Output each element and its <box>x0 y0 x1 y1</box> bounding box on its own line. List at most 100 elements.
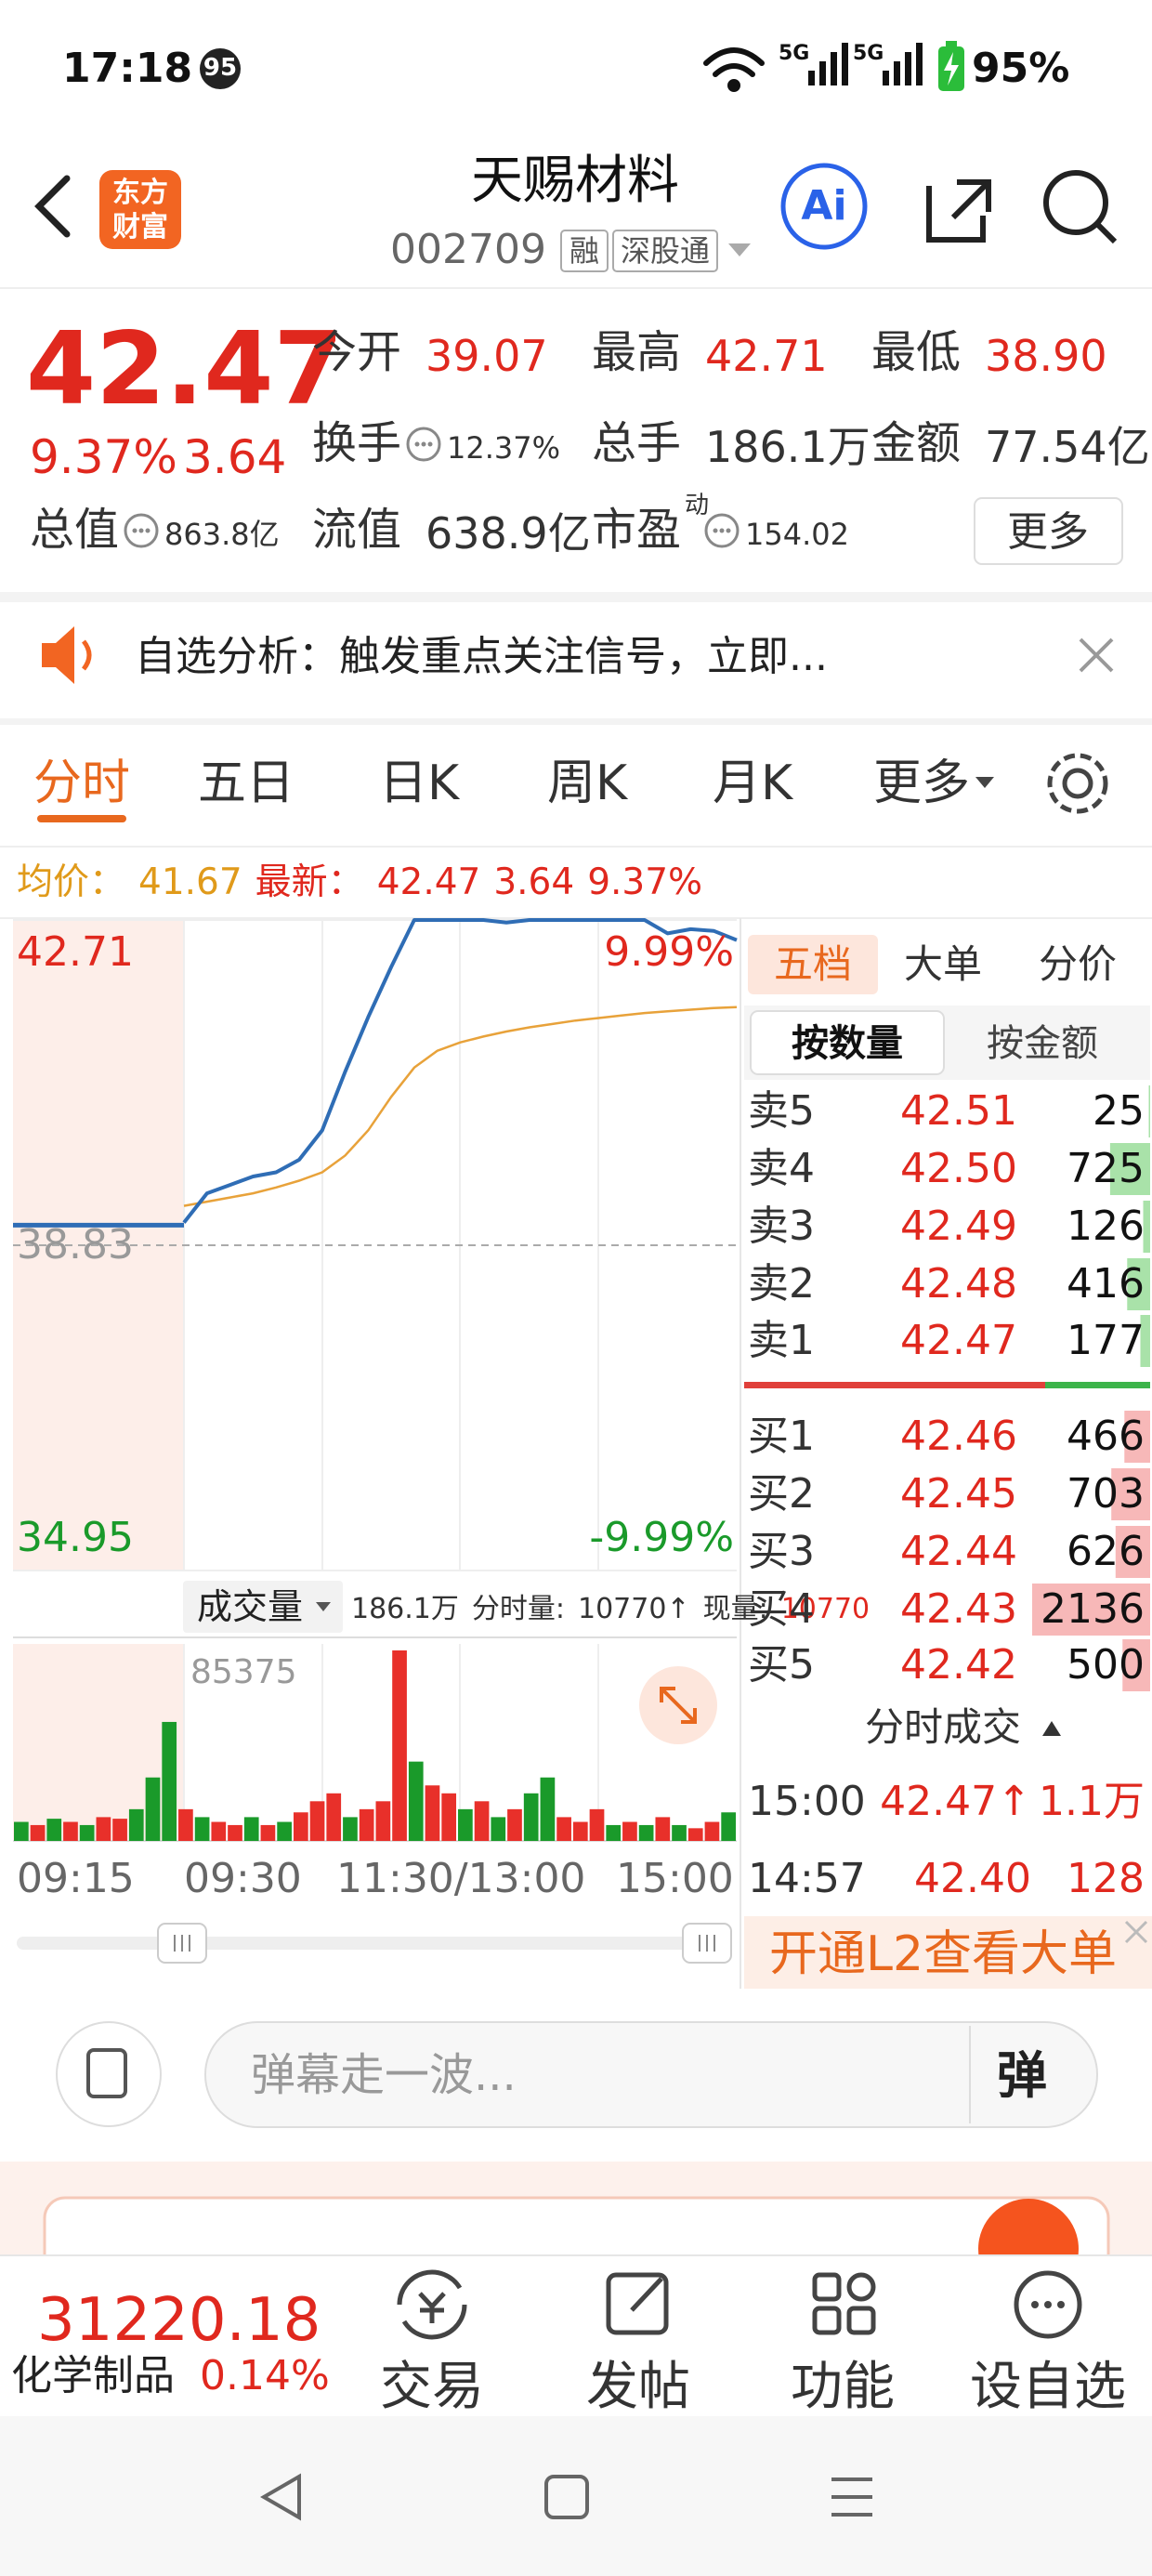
y-tick-label: 38.83 <box>17 1220 134 1268</box>
ai-button-ring[interactable] <box>780 163 868 250</box>
volume-bar <box>523 1793 539 1841</box>
tag-box <box>560 230 609 272</box>
action-icons <box>397 2269 1082 2340</box>
dropdown-arrow[interactable] <box>728 243 751 256</box>
book-price: 42.42 <box>900 1640 1017 1689</box>
y-tick-label: 34.95 <box>17 1513 134 1561</box>
search-button[interactable] <box>1043 170 1118 244</box>
comment-input[interactable]: 弹幕走一波... <box>251 2049 517 2102</box>
book-tab[interactable]: 大单 <box>903 940 983 987</box>
close-notice[interactable] <box>1079 637 1114 673</box>
book-level: 卖4 <box>748 1144 815 1192</box>
volume-bar <box>540 1777 556 1841</box>
logo-text: 财富 <box>112 211 168 243</box>
stat-label: 总手 <box>592 417 682 470</box>
chart-tab[interactable]: 分时 <box>33 755 131 811</box>
volume-bar <box>721 1812 736 1841</box>
stock-tag: 融 <box>569 232 600 269</box>
separator <box>0 592 1152 602</box>
signal-label: 5G <box>779 41 810 65</box>
ai-button[interactable]: Ai <box>801 181 847 230</box>
latest-price: 42.47 <box>376 861 481 903</box>
signal-icon <box>808 43 923 85</box>
price-line <box>182 918 738 1224</box>
nav-back[interactable] <box>260 2473 301 2521</box>
book-level: 买3 <box>748 1527 815 1575</box>
l2-banner[interactable]: 开通L2查看大单 <box>768 1925 1118 1982</box>
app-logo <box>99 170 181 249</box>
book-divider <box>1045 1382 1150 1388</box>
info-dot <box>132 528 137 533</box>
trade-price: 42.40 <box>914 1854 1031 1902</box>
nav-menu[interactable] <box>831 2477 872 2517</box>
book-tab[interactable]: 五档 <box>773 940 853 987</box>
active-tab-bg <box>748 935 878 994</box>
x-tick-label: 09:30 <box>184 1854 302 1902</box>
badge-bg <box>200 48 241 89</box>
trades-title[interactable]: 分时成交 <box>864 1703 1022 1750</box>
notice-text[interactable]: 自选分析：触发重点关注信号，立即... <box>135 632 828 680</box>
stock-tag: 深股通 <box>620 232 711 269</box>
active-subtab[interactable] <box>750 1010 945 1075</box>
stat-label: 总值 <box>30 504 120 557</box>
slider-track <box>17 1937 729 1950</box>
more-button-box[interactable] <box>974 497 1123 565</box>
comment-settings[interactable] <box>56 2021 162 2127</box>
trades-sort[interactable] <box>1042 1721 1061 1736</box>
volume-bar <box>687 1828 703 1841</box>
book-price: 42.49 <box>900 1202 1017 1250</box>
volume-bar <box>326 1793 342 1841</box>
chart-tab[interactable]: 月K <box>712 755 793 811</box>
danmu-button[interactable]: 弹 <box>997 2045 1047 2105</box>
volume-bar <box>162 1721 177 1841</box>
comment-input-box[interactable] <box>204 2021 1098 2128</box>
chart-tab[interactable]: 更多 <box>872 755 971 811</box>
current-volume: 10770 <box>780 1593 871 1625</box>
l2-banner-bg[interactable] <box>744 1916 1152 1989</box>
pct-label: -9.99% <box>589 1513 734 1561</box>
book-level: 买1 <box>748 1412 815 1460</box>
back-button[interactable] <box>34 175 71 238</box>
close-l2[interactable] <box>1124 1920 1148 1944</box>
action-button[interactable]: 设自选 <box>970 2357 1126 2418</box>
action-button[interactable]: 功能 <box>791 2357 895 2418</box>
book-subtab[interactable]: 按金额 <box>987 1022 1098 1065</box>
more-button[interactable]: 更多 <box>1007 507 1089 556</box>
battery-icon <box>938 41 964 91</box>
volume-bar <box>655 1817 671 1841</box>
stat-value: 39.07 <box>425 331 548 382</box>
time-grid <box>183 920 599 1841</box>
latest-change: 3.64 <box>493 861 575 903</box>
volume-bar <box>211 1821 227 1841</box>
info-icon <box>704 513 740 548</box>
action-button[interactable]: 交易 <box>380 2357 484 2418</box>
pct-label: 9.99% <box>604 927 734 976</box>
volume-bar <box>425 1785 440 1841</box>
volume-bar <box>96 1817 111 1841</box>
depth-bar <box>1127 1258 1150 1310</box>
chart-tab[interactable]: 五日 <box>197 755 295 811</box>
stat-value: 638.9亿 <box>425 508 591 559</box>
volume-selector[interactable] <box>183 1581 343 1633</box>
index-value[interactable]: 31220.18 <box>37 2285 321 2355</box>
volume-selector-arrow <box>316 1602 331 1611</box>
nav-home[interactable] <box>544 2475 589 2519</box>
action-button[interactable]: 发帖 <box>586 2357 690 2418</box>
book-tab[interactable]: 分价 <box>1038 940 1118 987</box>
book-level: 卖1 <box>748 1316 815 1364</box>
nav-bar <box>0 2416 1152 2576</box>
share-button[interactable] <box>926 179 991 243</box>
knob-grip <box>174 1935 715 1952</box>
volume-bar <box>704 1821 720 1841</box>
settings-button[interactable] <box>1047 753 1108 814</box>
chart-tab[interactable]: 周K <box>546 755 628 811</box>
volume-title[interactable]: 成交量 <box>197 1586 304 1628</box>
book-volume: 626 <box>1067 1527 1145 1575</box>
book-subtab[interactable]: 按数量 <box>792 1022 903 1065</box>
avg-label: 均价： <box>17 861 126 903</box>
book-level: 卖5 <box>748 1086 815 1135</box>
volume-bar <box>375 1801 391 1841</box>
minute-volume: 10770↑ <box>578 1593 690 1625</box>
chart-tab[interactable]: 日K <box>378 755 460 811</box>
volume-bar <box>293 1812 308 1841</box>
